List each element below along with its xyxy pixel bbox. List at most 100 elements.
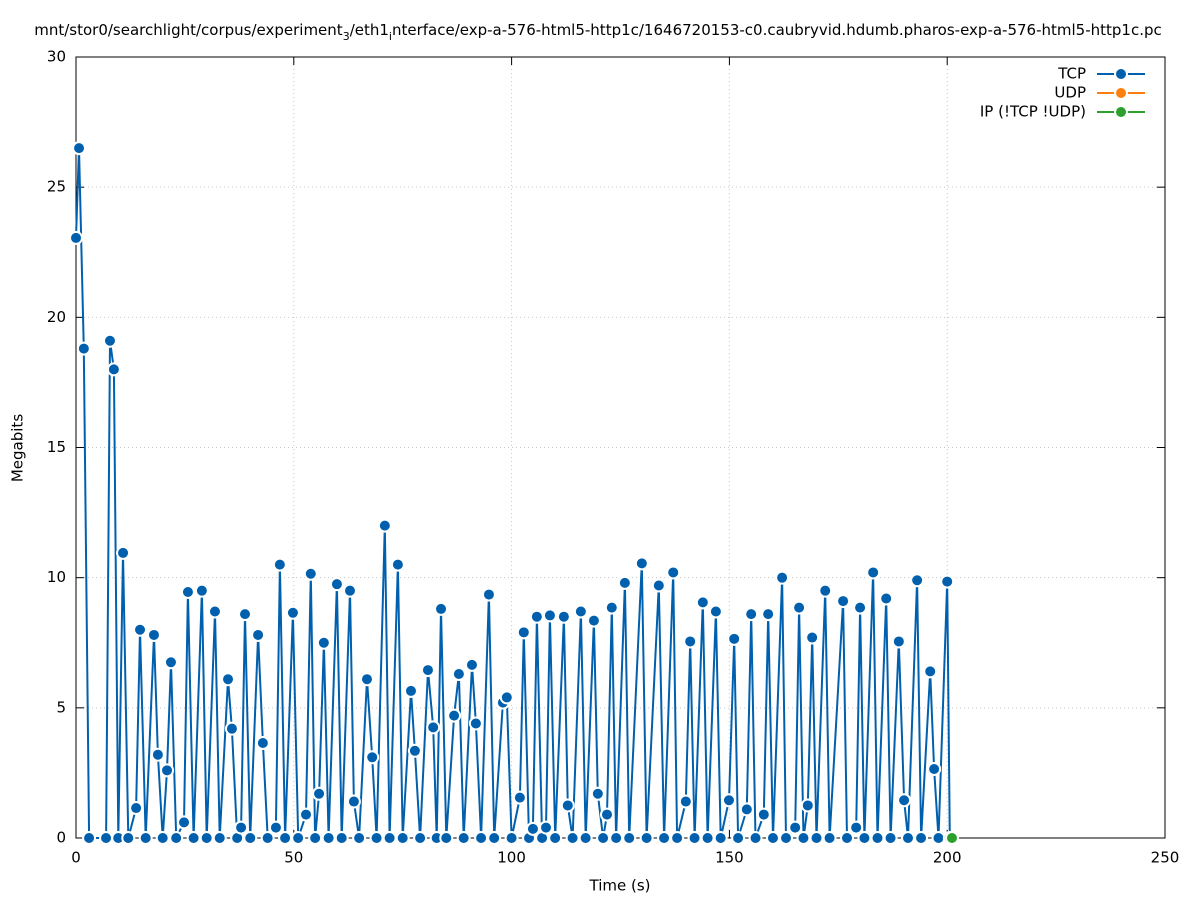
data-point — [800, 798, 815, 813]
data-point — [121, 831, 136, 845]
data-point — [251, 627, 266, 642]
data-point — [700, 831, 715, 845]
data-point — [573, 604, 588, 619]
data-point — [468, 716, 483, 731]
data-point — [609, 831, 624, 845]
data-point — [177, 815, 192, 830]
data-point — [334, 831, 349, 845]
data-point — [285, 605, 300, 620]
y-tick-label: 0 — [56, 829, 66, 847]
data-point — [407, 743, 422, 758]
data-point — [596, 831, 611, 845]
y-tick-label: 5 — [56, 698, 66, 716]
data-point — [346, 794, 361, 809]
data-point — [900, 831, 915, 845]
data-point — [238, 607, 253, 622]
y-tick-label: 15 — [47, 438, 66, 456]
data-point — [512, 790, 527, 805]
data-point — [634, 556, 649, 571]
data-point — [129, 801, 144, 816]
data-point — [944, 831, 959, 845]
data-point — [779, 831, 794, 845]
title-part: nterface/exp-a-576-html5-http1c/16467201… — [392, 21, 1162, 39]
data-point — [639, 831, 654, 845]
data-point — [923, 664, 938, 679]
data-point — [359, 672, 374, 687]
data-point — [106, 362, 121, 377]
data-point — [775, 570, 790, 585]
legend-marker — [1114, 105, 1128, 119]
y-tick-label: 30 — [47, 48, 66, 66]
data-point — [308, 831, 323, 845]
data-point — [542, 608, 557, 623]
data-point — [499, 690, 514, 705]
data-point — [504, 831, 519, 845]
title-part: 3 — [343, 30, 350, 43]
data-point — [382, 831, 397, 845]
data-point — [914, 831, 929, 845]
data-point — [897, 793, 912, 808]
data-point — [666, 565, 681, 580]
data-point — [377, 518, 392, 533]
data-point — [447, 708, 462, 723]
data-point — [420, 663, 435, 678]
data-point — [809, 831, 824, 845]
data-point — [560, 798, 575, 813]
legend-label: TCP — [1057, 65, 1086, 83]
data-point — [622, 831, 637, 845]
data-point — [727, 631, 742, 646]
x-tick-label: 100 — [497, 849, 526, 867]
legend-label: UDP — [1054, 84, 1086, 102]
data-point — [321, 831, 336, 845]
x-tick-label: 250 — [1151, 849, 1180, 867]
data-point — [836, 594, 851, 609]
data-point — [683, 634, 698, 649]
y-axis-label: Megabits — [9, 414, 27, 482]
data-point — [268, 820, 283, 835]
data-point — [818, 583, 833, 598]
data-point — [651, 578, 666, 593]
data-point — [186, 831, 201, 845]
data-point — [931, 831, 946, 845]
data-point — [788, 820, 803, 835]
data-point — [748, 831, 763, 845]
data-point — [539, 820, 554, 835]
data-point — [76, 341, 91, 356]
data-point — [395, 831, 410, 845]
data-point — [116, 545, 131, 560]
data-point — [199, 831, 214, 845]
data-point — [434, 601, 449, 616]
data-point — [849, 820, 864, 835]
data-point — [365, 750, 380, 765]
data-point — [413, 831, 428, 845]
data-point — [761, 607, 776, 622]
data-point — [155, 831, 170, 845]
data-point — [451, 666, 466, 681]
title-part: mnt/stor0/searchlight/corpus/experiment — [34, 21, 343, 39]
data-point — [278, 831, 293, 845]
data-point — [525, 821, 540, 836]
data-point — [474, 831, 489, 845]
data-point — [604, 600, 619, 615]
data-point — [403, 683, 418, 698]
data-point — [207, 604, 222, 619]
data-point — [180, 584, 195, 599]
data-point — [456, 831, 471, 845]
data-point — [390, 557, 405, 572]
data-point — [133, 622, 148, 637]
data-point — [713, 831, 728, 845]
legend-label: IP (!TCP !UDP) — [980, 103, 1086, 121]
data-point — [481, 587, 496, 602]
data-point — [316, 635, 331, 650]
data-point — [82, 831, 97, 845]
data-point — [805, 630, 820, 645]
title-part: i — [389, 30, 392, 43]
x-tick-label: 200 — [933, 849, 962, 867]
data-point — [578, 831, 593, 845]
data-point — [744, 607, 759, 622]
data-point — [342, 583, 357, 598]
data-point — [255, 735, 270, 750]
data-point — [927, 762, 942, 777]
legend-marker — [1114, 86, 1128, 100]
